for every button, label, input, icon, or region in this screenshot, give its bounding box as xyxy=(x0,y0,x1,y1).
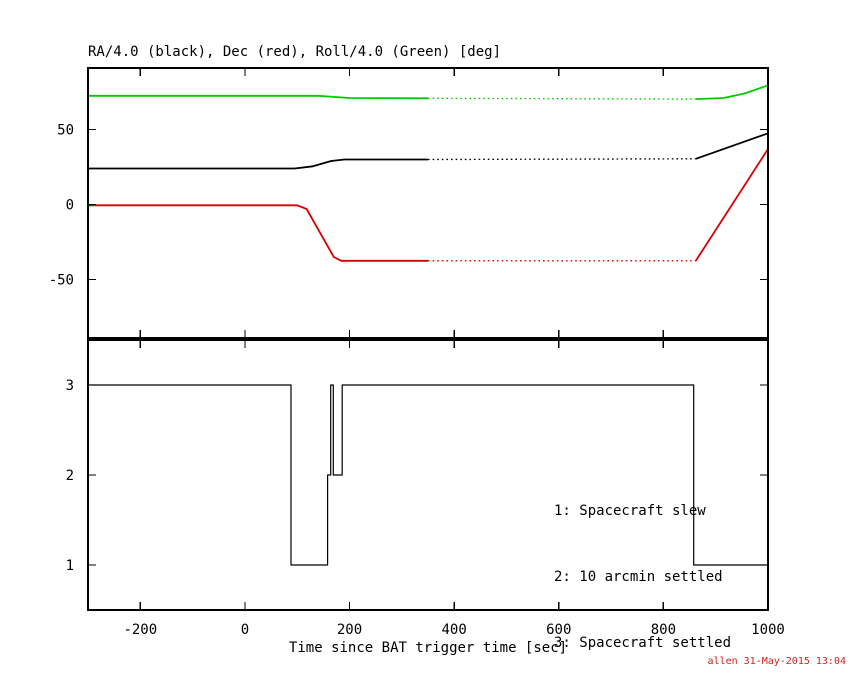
y-tick-label: 50 xyxy=(57,123,74,139)
x-tick-label: 800 xyxy=(651,622,676,638)
series-ra-4-0-black- xyxy=(88,158,428,170)
x-tick-label: 400 xyxy=(442,622,467,638)
panel-1: -200 0 200 400 600 800 1000 1 2 3 xyxy=(66,339,785,638)
x-tick-label: 200 xyxy=(337,622,362,638)
series-ra-4-0-black- xyxy=(427,158,696,161)
series-roll-4-0-green- xyxy=(695,84,769,100)
series-dec-red- xyxy=(695,148,769,262)
panel-0: -50 0 50 xyxy=(49,67,769,339)
x-tick-label: 1000 xyxy=(751,622,785,638)
y-tick-label: 2 xyxy=(66,468,74,484)
series-dec-red- xyxy=(88,204,428,262)
series-roll-4-0-green- xyxy=(88,94,429,100)
plot-credit: allen 31-May-2015 13:04 xyxy=(707,656,846,667)
x-axis-label: Time since BAT trigger time [sec] xyxy=(288,640,568,656)
series-ra-4-0-black- xyxy=(695,132,769,160)
y-tick-label: -50 xyxy=(49,273,74,289)
legend-line-slew: 1: Spacecraft slew xyxy=(554,503,706,519)
state-legend: 1: Spacecraft slew 2: 10 arcmin settled … xyxy=(554,456,731,680)
x-tick-label: 0 xyxy=(241,622,249,638)
panel-border xyxy=(87,67,769,339)
x-tick-label: 600 xyxy=(546,622,571,638)
legend-line-settled: 3: Spacecraft settled xyxy=(554,635,732,651)
x-tick-label: -200 xyxy=(123,622,157,638)
series-roll-4-0-green- xyxy=(427,97,696,100)
legend-line-10arcmin: 2: 10 arcmin settled xyxy=(554,569,723,585)
chart-title: RA/4.0 (black), Dec (red), Roll/4.0 (Gre… xyxy=(88,44,502,60)
y-tick-label: 0 xyxy=(66,198,74,214)
y-tick-label: 1 xyxy=(66,558,74,574)
series-settling-state xyxy=(88,384,768,566)
y-tick-label: 3 xyxy=(66,378,74,394)
